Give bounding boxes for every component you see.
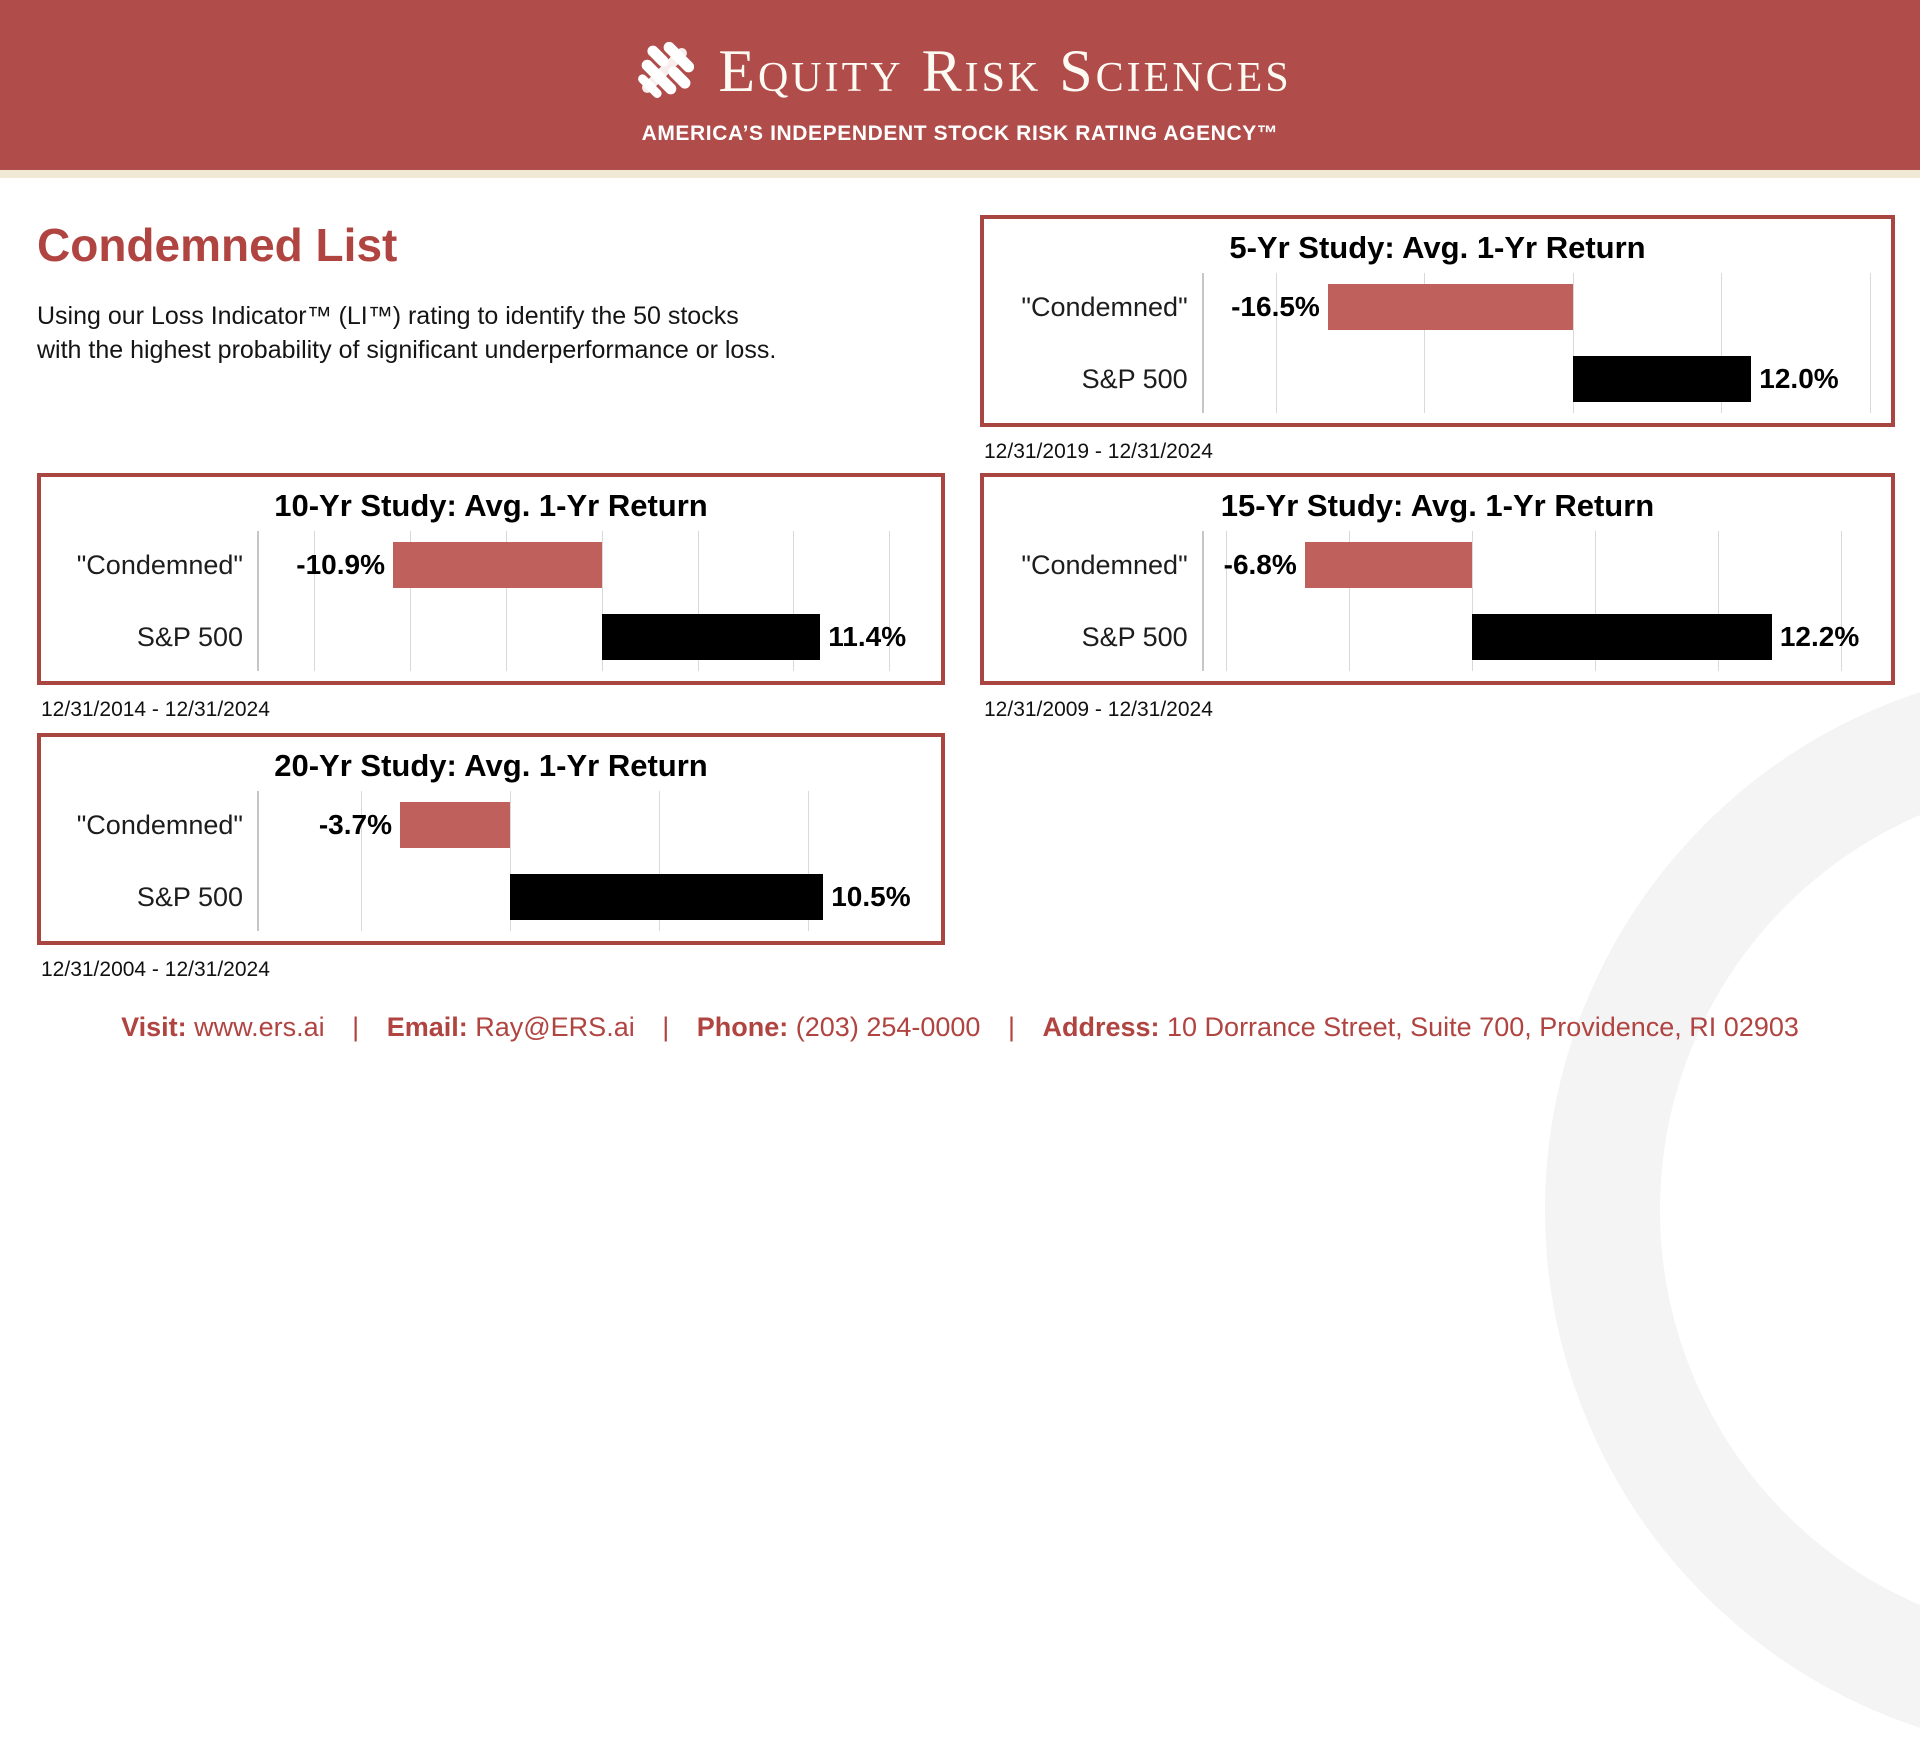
value-label: 12.2% bbox=[1779, 621, 1860, 652]
gridline bbox=[1840, 531, 1842, 671]
category-label: S&P 500 bbox=[1081, 621, 1188, 652]
study-card-5yr: 5-Yr Study: Avg. 1-Yr Return "Condemned"… bbox=[980, 215, 1895, 427]
brand-logo-icon bbox=[628, 34, 702, 108]
gridline bbox=[1594, 531, 1596, 671]
chart-row-sp500: S&P 500 12.0% bbox=[984, 349, 1891, 409]
gridline bbox=[1424, 273, 1426, 413]
study-card-15yr: 15-Yr Study: Avg. 1-Yr Return "Condemned… bbox=[980, 473, 1895, 685]
chart-row-sp500: S&P 500 10.5% bbox=[41, 867, 941, 927]
study-period-20yr: 12/31/2004 - 12/31/2024 bbox=[41, 958, 270, 981]
chart-bar-sp500 bbox=[1471, 614, 1772, 660]
gridline bbox=[808, 791, 810, 931]
gridline bbox=[793, 531, 795, 671]
study-period-15yr: 12/31/2009 - 12/31/2024 bbox=[984, 698, 1213, 721]
chart-row-sp500: S&P 500 11.4% bbox=[41, 607, 941, 667]
value-label: -3.7% bbox=[318, 809, 392, 840]
gridlines bbox=[1201, 273, 1878, 413]
value-label: 11.4% bbox=[828, 621, 907, 652]
category-label: S&P 500 bbox=[136, 881, 243, 912]
bar-chart-10yr: "Condemned" -10.9% S&P 500 11.4% bbox=[41, 529, 941, 673]
bar-chart-15yr: "Condemned" -6.8% S&P 500 12.2% bbox=[984, 529, 1891, 673]
category-label: S&P 500 bbox=[136, 621, 243, 652]
separator: | bbox=[662, 1012, 670, 1042]
gridline bbox=[1471, 531, 1473, 671]
chart-bar-condemned bbox=[1304, 542, 1472, 588]
gridline bbox=[1869, 273, 1871, 413]
phone-label: Phone: bbox=[696, 1012, 789, 1042]
brand-tagline: AMERICA’S INDEPENDENT STOCK RISK RATING … bbox=[641, 122, 1279, 145]
gridline bbox=[889, 531, 891, 671]
gridline bbox=[1721, 273, 1723, 413]
chart-title: 5-Yr Study: Avg. 1-Yr Return bbox=[1229, 230, 1646, 265]
header-banner: Equity Risk Sciences AMERICA’S INDEPENDE… bbox=[0, 0, 1920, 170]
chart-title: 10-Yr Study: Avg. 1-Yr Return bbox=[274, 488, 708, 523]
phone-number: (203) 254-0000 bbox=[795, 1012, 981, 1042]
study-period-5yr: 12/31/2019 - 12/31/2024 bbox=[984, 440, 1213, 463]
page-title: Condemned List bbox=[37, 219, 398, 271]
study-period-10yr: 12/31/2014 - 12/31/2024 bbox=[41, 698, 270, 721]
footer-contact-bar: Visit: www.ers.ai | Email: Ray@ERS.ai | … bbox=[0, 1012, 1920, 1043]
value-label: -10.9% bbox=[296, 549, 385, 580]
category-label: "Condemned" bbox=[1021, 549, 1188, 580]
chart-bar-sp500 bbox=[601, 614, 821, 660]
category-label: "Condemned" bbox=[1021, 291, 1188, 322]
study-card-10yr: 10-Yr Study: Avg. 1-Yr Return "Condemned… bbox=[37, 473, 945, 685]
gridline bbox=[1226, 531, 1228, 671]
address-text: 10 Dorrance Street, Suite 700, Providenc… bbox=[1167, 1012, 1799, 1042]
brand-name: Equity Risk Sciences bbox=[718, 38, 1292, 104]
email-label: Email: bbox=[386, 1012, 468, 1042]
visit-label: Visit: bbox=[121, 1012, 187, 1042]
chart-title: 20-Yr Study: Avg. 1-Yr Return bbox=[274, 748, 708, 783]
gridline bbox=[361, 791, 363, 931]
address-label: Address: bbox=[1042, 1012, 1160, 1042]
chart-bar-condemned bbox=[1327, 284, 1573, 330]
email-link[interactable]: Ray@ERS.ai bbox=[475, 1012, 635, 1042]
category-label: S&P 500 bbox=[1081, 363, 1188, 394]
chart-title: 15-Yr Study: Avg. 1-Yr Return bbox=[1220, 488, 1655, 523]
gridline bbox=[1349, 531, 1351, 671]
value-label: -16.5% bbox=[1231, 291, 1320, 322]
bar-chart-20yr: "Condemned" -3.7% S&P 500 10.5% bbox=[41, 789, 941, 933]
study-card-20yr: 20-Yr Study: Avg. 1-Yr Return "Condemned… bbox=[37, 733, 945, 945]
gridline bbox=[410, 531, 412, 671]
separator: | bbox=[1007, 1012, 1015, 1042]
category-label: "Condemned" bbox=[76, 809, 243, 840]
chart-bar-sp500 bbox=[1572, 356, 1752, 402]
gridline bbox=[314, 531, 316, 671]
gridline bbox=[510, 791, 512, 931]
chart-row-condemned: "Condemned" -16.5% bbox=[984, 277, 1891, 337]
chart-bar-sp500 bbox=[510, 874, 824, 920]
value-label: -6.8% bbox=[1223, 549, 1297, 580]
separator: | bbox=[352, 1012, 360, 1042]
chart-bar-condemned bbox=[400, 802, 511, 848]
gridline bbox=[1572, 273, 1574, 413]
intro-paragraph: Using our Loss Indicator™ (LI™) rating t… bbox=[37, 302, 777, 364]
chart-row-sp500: S&P 500 12.2% bbox=[984, 607, 1891, 667]
gridline bbox=[697, 531, 699, 671]
value-label: 10.5% bbox=[831, 881, 911, 912]
bar-chart-5yr: "Condemned" -16.5% S&P 500 12.0% bbox=[984, 271, 1891, 415]
website-link[interactable]: www.ers.ai bbox=[194, 1012, 325, 1042]
gridline bbox=[659, 791, 661, 931]
gridline bbox=[1275, 273, 1277, 413]
value-label: 12.0% bbox=[1759, 363, 1839, 394]
chart-bar-condemned bbox=[393, 542, 602, 588]
gridline bbox=[506, 531, 508, 671]
gridlines bbox=[257, 531, 928, 671]
header-divider bbox=[0, 170, 1920, 178]
gridlines bbox=[257, 791, 928, 931]
chart-row-condemned: "Condemned" -10.9% bbox=[41, 535, 941, 595]
gridline bbox=[601, 531, 603, 671]
chart-row-condemned: "Condemned" -3.7% bbox=[41, 795, 941, 855]
watermark-ring bbox=[1545, 665, 1920, 1755]
category-label: "Condemned" bbox=[76, 549, 243, 580]
gridline bbox=[1717, 531, 1719, 671]
gridlines bbox=[1201, 531, 1878, 671]
chart-row-condemned: "Condemned" -6.8% bbox=[984, 535, 1891, 595]
brand-row: Equity Risk Sciences bbox=[628, 34, 1291, 108]
